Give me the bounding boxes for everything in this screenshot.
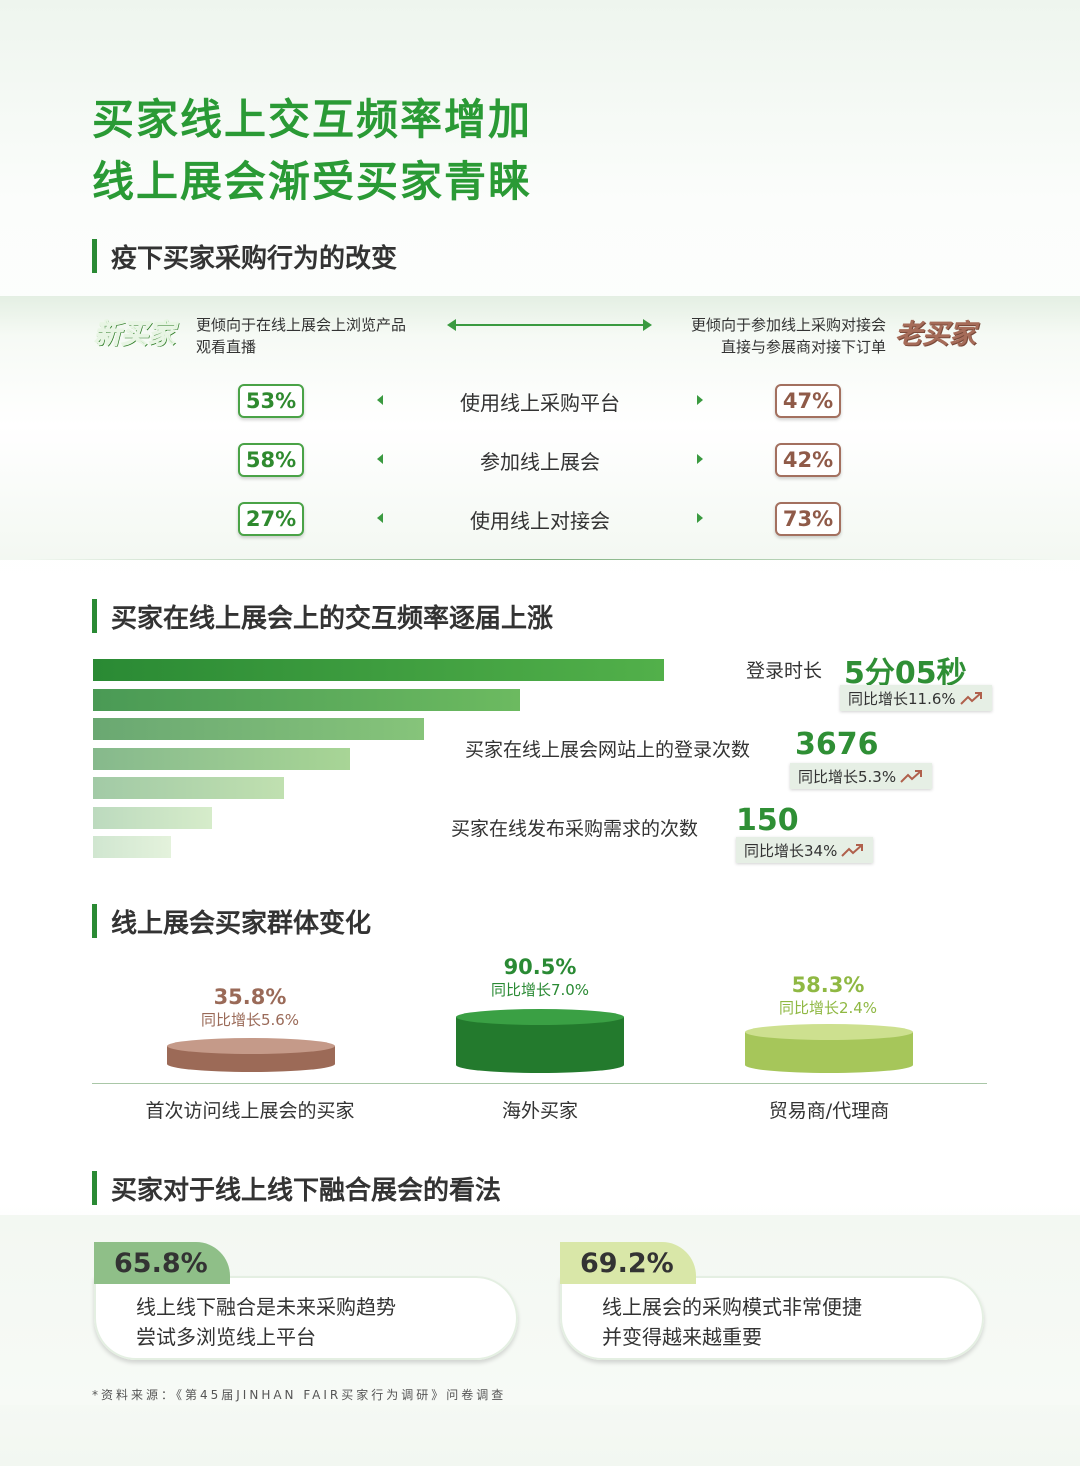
opinion-card-1-tab: 65.8% [94, 1242, 230, 1284]
new-buyer-tag: 新买家 [94, 319, 176, 351]
decor-bar-5 [93, 777, 284, 799]
new-buyer-pct-1: 53% [238, 384, 304, 418]
group-label-trader: 贸易商/代理商 [768, 1100, 890, 1122]
triangle-right-icon [697, 513, 703, 523]
new-buyer-desc-line-1: 更倾向于在线上展会上浏览产品 [196, 316, 407, 334]
new-buyer-pct-3: 27% [238, 502, 304, 536]
section-heading-behavior: 疫下买家采购行为的改变 [92, 238, 397, 274]
triangle-left-icon [377, 513, 383, 523]
arrow-right-icon [643, 319, 652, 331]
stat-label-demand-count: 买家在线发布采购需求的次数 [451, 818, 699, 840]
yoy-text: 同比增长5.3% [798, 767, 897, 786]
page-title-line-2: 线上展会渐受买家青睐 [92, 157, 533, 206]
new-buyer-desc: 更倾向于在线上展会上浏览产品 观看直播 [196, 314, 406, 358]
opinion-card-1-pct: 65.8% [114, 1247, 208, 1279]
baseline [92, 1083, 987, 1084]
old-buyer-desc-line-1: 更倾向于参加线上采购对接会 [690, 316, 886, 334]
source-note: *资料来源：《第45届JINHAN FAIR买家行为调研》问卷调查 [92, 1388, 507, 1402]
section-heading-groups: 线上展会买家群体变化 [92, 903, 371, 939]
cylinder-overseas [456, 1009, 624, 1073]
old-buyer-tag: 老买家 [895, 319, 976, 350]
decor-bar-4 [93, 748, 350, 770]
section-heading-interaction: 买家在线上展会上的交互频率逐届上涨 [92, 598, 553, 634]
opinion-card-2-tab: 69.2% [560, 1242, 696, 1284]
cylinder-trader [745, 1024, 913, 1073]
stat-label-login-count: 买家在线上展会网站上的登录次数 [465, 739, 751, 761]
cylinder-first-visit [167, 1038, 335, 1072]
old-buyer-pct-1: 47% [775, 384, 841, 418]
stat-value-demand-count: 150 [736, 803, 799, 838]
yoy-text: 同比增长34% [744, 841, 838, 860]
old-buyer-pct-3: 73% [775, 502, 841, 536]
old-buyer-desc: 更倾向于参加线上采购对接会 直接与参展商对接下订单 [664, 314, 886, 358]
opinion-card-1 [94, 1276, 518, 1360]
group-yoy-overseas: 同比增长7.0% [490, 981, 590, 999]
section-heading-text: 疫下买家采购行为的改变 [111, 243, 398, 274]
decor-bar-2 [93, 689, 520, 711]
arrow-left-icon [447, 319, 456, 331]
group-value-overseas: 90.5% [503, 955, 577, 979]
section-heading-text: 买家在线上展会上的交互频率逐届上涨 [111, 603, 554, 634]
stat-yoy-demand-count: 同比增长34% [736, 837, 874, 863]
page-title-line-1: 买家线上交互频率增加 [92, 95, 533, 144]
opinion-card-2-line-2: 并变得越来越重要 [602, 1325, 762, 1349]
decor-bar-3 [93, 718, 424, 740]
behavior-row-label-3: 使用线上对接会 [470, 509, 610, 533]
group-value-first-visit: 35.8% [213, 985, 287, 1009]
opinion-card-2-text: 线上展会的采购模式非常便捷 并变得越来越重要 [602, 1292, 862, 1352]
trend-up-icon [959, 692, 982, 705]
group-label-overseas: 海外买家 [501, 1100, 578, 1122]
triangle-right-icon [697, 454, 703, 464]
behavior-row-label-1: 使用线上采购平台 [460, 391, 620, 415]
behavior-band [0, 296, 1080, 560]
group-value-trader: 58.3% [791, 973, 865, 997]
group-label-first-visit: 首次访问线上展会的买家 [145, 1100, 355, 1122]
old-buyer-desc-line-2: 直接与参展商对接下订单 [720, 338, 886, 356]
opinion-card-1-line-1: 线上线下融合是未来采购趋势 [136, 1295, 396, 1319]
trend-up-icon [841, 844, 864, 857]
section-marker [92, 904, 97, 938]
triangle-left-icon [377, 395, 383, 405]
double-arrow-line [452, 324, 644, 326]
opinion-card-1-line-2: 尝试多浏览线上平台 [136, 1325, 316, 1349]
stat-yoy-login-count: 同比增长5.3% [790, 763, 933, 789]
opinion-card-2 [560, 1276, 984, 1360]
stat-yoy-login-duration: 同比增长11.6% [840, 685, 992, 711]
opinion-card-1-text: 线上线下融合是未来采购趋势 尝试多浏览线上平台 [136, 1292, 396, 1352]
new-buyer-desc-line-2: 观看直播 [196, 338, 257, 356]
new-buyer-pct-2: 58% [238, 443, 304, 477]
opinion-card-2-pct: 69.2% [580, 1247, 674, 1279]
triangle-right-icon [697, 395, 703, 405]
divider [22, 559, 1058, 560]
section-heading-opinion: 买家对于线上线下融合展会的看法 [92, 1170, 501, 1206]
yoy-text: 同比增长11.6% [848, 689, 956, 708]
trend-up-icon [900, 770, 923, 783]
section-heading-text: 线上展会买家群体变化 [111, 908, 372, 939]
decor-bar-6 [93, 807, 212, 829]
section-heading-text: 买家对于线上线下融合展会的看法 [111, 1175, 502, 1206]
decor-bar-7 [93, 836, 171, 858]
group-yoy-first-visit: 同比增长5.6% [200, 1011, 300, 1029]
opinion-card-2-line-1: 线上展会的采购模式非常便捷 [602, 1295, 862, 1319]
behavior-row-label-2: 参加线上展会 [480, 450, 600, 474]
decor-bar-1 [93, 659, 664, 681]
old-buyer-pct-2: 42% [775, 443, 841, 477]
stat-label-login-duration: 登录时长 [746, 660, 823, 682]
section-marker [92, 239, 97, 273]
section-marker [92, 599, 97, 633]
stat-value-login-count: 3676 [795, 727, 879, 762]
triangle-left-icon [377, 454, 383, 464]
group-yoy-trader: 同比增长2.4% [778, 999, 878, 1017]
section-marker [92, 1171, 97, 1205]
